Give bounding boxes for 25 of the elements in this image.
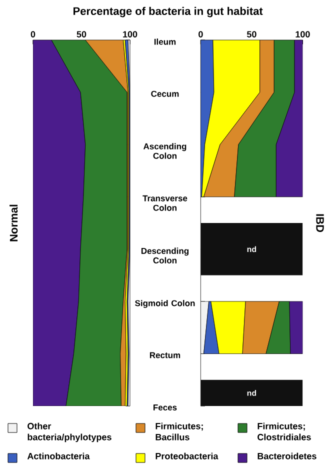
x-tick-label: 100	[123, 31, 138, 38]
y-tick-label: Cecum	[151, 90, 179, 97]
x-tick-label: 100	[296, 31, 310, 38]
y-tick-label: Transverse Colon	[142, 195, 188, 211]
legend-label: Firmicutes; Clostridiales	[258, 422, 311, 440]
y-tick-label: Feces	[154, 404, 177, 410]
x-tick-label: 0	[198, 31, 203, 38]
x-tick-label: 50	[246, 31, 256, 38]
y-axis-title: IBD	[316, 214, 324, 232]
y-axis-title: Normal	[10, 204, 18, 242]
x-tick-label: 0	[30, 31, 36, 38]
legend-label: Bacteroidetes	[258, 452, 316, 460]
legend-label: Proteobacteria	[156, 452, 218, 460]
band-label: nd	[247, 390, 256, 396]
legend-label: Firmicutes; Bacillus	[156, 422, 203, 440]
y-tick-label: Ascending Colon	[143, 143, 186, 159]
legend-label: Other bacteria/phylotypes	[28, 422, 112, 442]
y-tick-label: Ileum	[154, 38, 176, 45]
x-tick-label: 50	[76, 31, 86, 38]
y-tick-label: Rectum	[150, 352, 180, 358]
y-tick-label: Descending Colon	[141, 248, 189, 264]
legend-label: Actinobacteria	[27, 452, 90, 460]
y-tick-label: Sigmoid Colon	[135, 300, 195, 308]
band-label: nd	[247, 246, 256, 252]
text: Percentage of bacteria in gut habitat	[74, 6, 263, 18]
